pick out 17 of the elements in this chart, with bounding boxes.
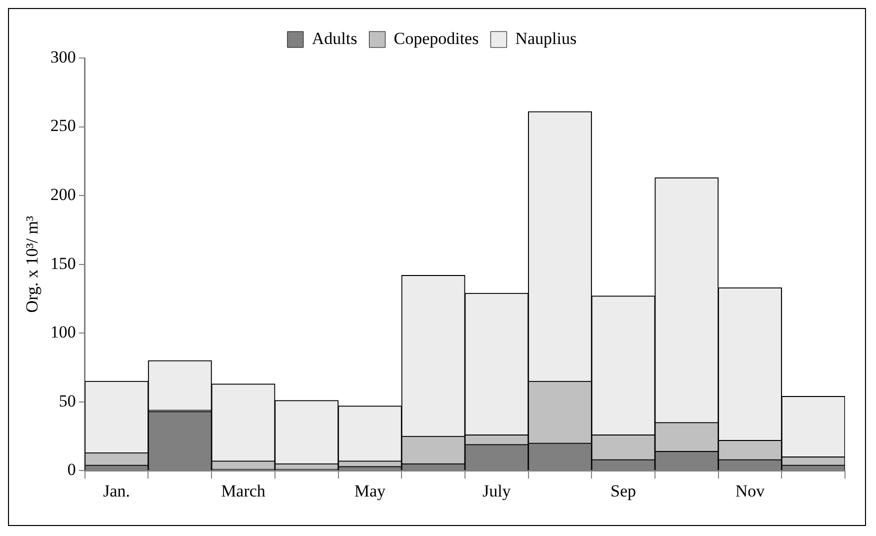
y-tick-label: 150	[50, 254, 76, 273]
legend-label: Adults	[312, 28, 358, 48]
x-tick-label: July	[482, 481, 512, 500]
y-tick-label: 100	[50, 322, 76, 342]
x-tick-label: Jan.	[103, 481, 130, 500]
y-tick-label: 300	[50, 47, 76, 66]
y-axis-title: Org. x 10³/ m³	[22, 216, 42, 313]
legend-label: Nauplius	[515, 28, 577, 48]
x-tick-label: Sep	[610, 481, 636, 500]
x-tick-label: March	[221, 481, 266, 500]
y-tick-label: 250	[50, 116, 76, 136]
y-tick-label: 50	[58, 391, 76, 410]
y-tick-label: 0	[67, 460, 76, 480]
legend-label: Copepodites	[394, 28, 479, 48]
x-tick-label: May	[354, 481, 386, 500]
y-tick-label: 200	[50, 185, 76, 204]
x-tick-label: Nov	[735, 481, 766, 500]
